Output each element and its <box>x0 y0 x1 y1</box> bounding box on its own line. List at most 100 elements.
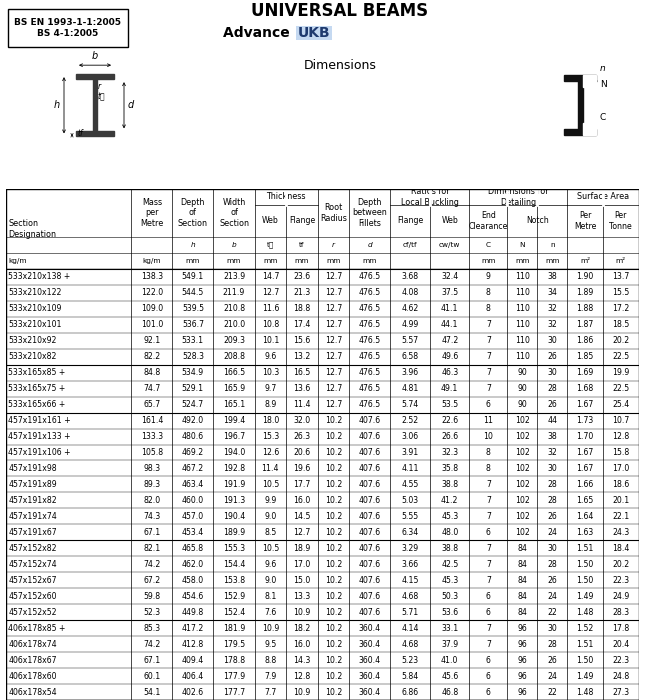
Text: 9.5: 9.5 <box>264 640 277 649</box>
Text: 38: 38 <box>548 432 557 441</box>
Text: 26.6: 26.6 <box>441 432 459 441</box>
Text: 15.0: 15.0 <box>293 575 311 584</box>
Text: 7.9: 7.9 <box>264 671 277 680</box>
Text: 7: 7 <box>486 512 491 521</box>
Text: 1.65: 1.65 <box>577 496 594 505</box>
Text: kg/m: kg/m <box>8 258 27 264</box>
Text: 10.9: 10.9 <box>293 608 311 617</box>
Text: 476.5: 476.5 <box>359 320 381 329</box>
Text: 102: 102 <box>515 528 530 537</box>
Text: 65.7: 65.7 <box>143 400 161 409</box>
Bar <box>577 81 582 130</box>
Text: 15.5: 15.5 <box>612 288 630 298</box>
Text: 1.51: 1.51 <box>577 640 594 649</box>
Text: 476.5: 476.5 <box>359 288 381 298</box>
Text: 199.4: 199.4 <box>223 416 245 425</box>
Text: 33.1: 33.1 <box>441 624 459 633</box>
Text: 1.70: 1.70 <box>577 432 594 441</box>
Text: 7: 7 <box>486 640 491 649</box>
Text: 402.6: 402.6 <box>182 687 204 696</box>
Text: 20.4: 20.4 <box>612 640 630 649</box>
Text: 1.67: 1.67 <box>577 448 594 457</box>
Text: 165.9: 165.9 <box>223 384 245 393</box>
Text: 20.1: 20.1 <box>612 496 630 505</box>
Text: 18.6: 18.6 <box>612 480 630 489</box>
Text: 476.5: 476.5 <box>359 336 381 345</box>
Text: 7: 7 <box>486 624 491 633</box>
Text: 449.8: 449.8 <box>182 608 204 617</box>
Text: 1.88: 1.88 <box>577 304 594 314</box>
Text: 524.7: 524.7 <box>182 400 204 409</box>
Text: 457x152x82: 457x152x82 <box>8 544 57 553</box>
Text: 12.7: 12.7 <box>325 336 342 345</box>
Text: n: n <box>550 242 555 248</box>
Text: 1.73: 1.73 <box>577 416 594 425</box>
Text: C: C <box>486 242 491 248</box>
Text: 92.1: 92.1 <box>143 336 161 345</box>
Text: 52.3: 52.3 <box>143 608 161 617</box>
Text: 110: 110 <box>515 272 530 281</box>
Text: 84: 84 <box>517 575 528 584</box>
Text: 22.5: 22.5 <box>612 384 630 393</box>
Text: 533x210x92: 533x210x92 <box>8 336 57 345</box>
Text: 7: 7 <box>486 384 491 393</box>
Text: 457x191x106 +: 457x191x106 + <box>8 448 71 457</box>
Text: 30: 30 <box>548 624 557 633</box>
Text: 14.3: 14.3 <box>293 656 311 664</box>
Text: 38: 38 <box>548 272 557 281</box>
Text: 161.4: 161.4 <box>141 416 163 425</box>
Text: 533x210x138 +: 533x210x138 + <box>8 272 70 281</box>
Text: 210.8: 210.8 <box>223 304 245 314</box>
Text: 30: 30 <box>548 336 557 345</box>
Text: 18.2: 18.2 <box>293 624 311 633</box>
Text: 5.71: 5.71 <box>402 608 419 617</box>
Text: 44: 44 <box>548 416 557 425</box>
Text: tᵰ: tᵰ <box>98 93 106 102</box>
Text: 8.5: 8.5 <box>264 528 277 537</box>
Text: 1.89: 1.89 <box>577 288 594 298</box>
Text: 476.5: 476.5 <box>359 384 381 393</box>
Text: 9: 9 <box>486 272 491 281</box>
Text: 138.3: 138.3 <box>141 272 163 281</box>
Text: 82.1: 82.1 <box>143 544 161 553</box>
Text: 67.1: 67.1 <box>143 528 161 537</box>
Text: 467.2: 467.2 <box>182 464 204 473</box>
Text: 26.3: 26.3 <box>293 432 310 441</box>
Text: 18.5: 18.5 <box>612 320 630 329</box>
Text: r: r <box>98 82 101 91</box>
Text: 17.0: 17.0 <box>612 464 630 473</box>
Text: 49.1: 49.1 <box>441 384 459 393</box>
Text: tᵰ: tᵰ <box>267 241 274 248</box>
Text: 457x152x52: 457x152x52 <box>8 608 57 617</box>
Text: 12.7: 12.7 <box>325 320 342 329</box>
Text: 5.55: 5.55 <box>402 512 419 521</box>
Text: 476.5: 476.5 <box>359 272 381 281</box>
Text: 53.6: 53.6 <box>441 608 459 617</box>
Text: 1.51: 1.51 <box>577 544 594 553</box>
Text: 17.2: 17.2 <box>612 304 630 314</box>
Text: 89.3: 89.3 <box>143 480 161 489</box>
Text: 457x191x82: 457x191x82 <box>8 496 57 505</box>
Text: 47.2: 47.2 <box>441 336 459 345</box>
Text: 476.5: 476.5 <box>359 368 381 377</box>
Text: 407.6: 407.6 <box>359 592 381 601</box>
Text: 16.0: 16.0 <box>293 496 311 505</box>
Text: 10.2: 10.2 <box>325 464 342 473</box>
Text: 1.87: 1.87 <box>577 320 594 329</box>
Text: 10.2: 10.2 <box>325 592 342 601</box>
Text: 457x191x67: 457x191x67 <box>8 528 57 537</box>
Text: 96: 96 <box>517 687 527 696</box>
Text: 48.0: 48.0 <box>441 528 459 537</box>
Text: 533.1: 533.1 <box>182 336 204 345</box>
Text: mm: mm <box>515 258 530 264</box>
Text: 476.5: 476.5 <box>359 400 381 409</box>
Text: 20.2: 20.2 <box>612 560 630 569</box>
Text: 32.4: 32.4 <box>441 272 459 281</box>
Text: 154.4: 154.4 <box>223 560 245 569</box>
Text: 26: 26 <box>548 400 557 409</box>
Text: 102: 102 <box>515 496 530 505</box>
Text: 533x165x85 +: 533x165x85 + <box>8 368 66 377</box>
Text: 1.86: 1.86 <box>577 336 594 345</box>
Text: 4.99: 4.99 <box>402 320 419 329</box>
Text: 462.0: 462.0 <box>182 560 204 569</box>
